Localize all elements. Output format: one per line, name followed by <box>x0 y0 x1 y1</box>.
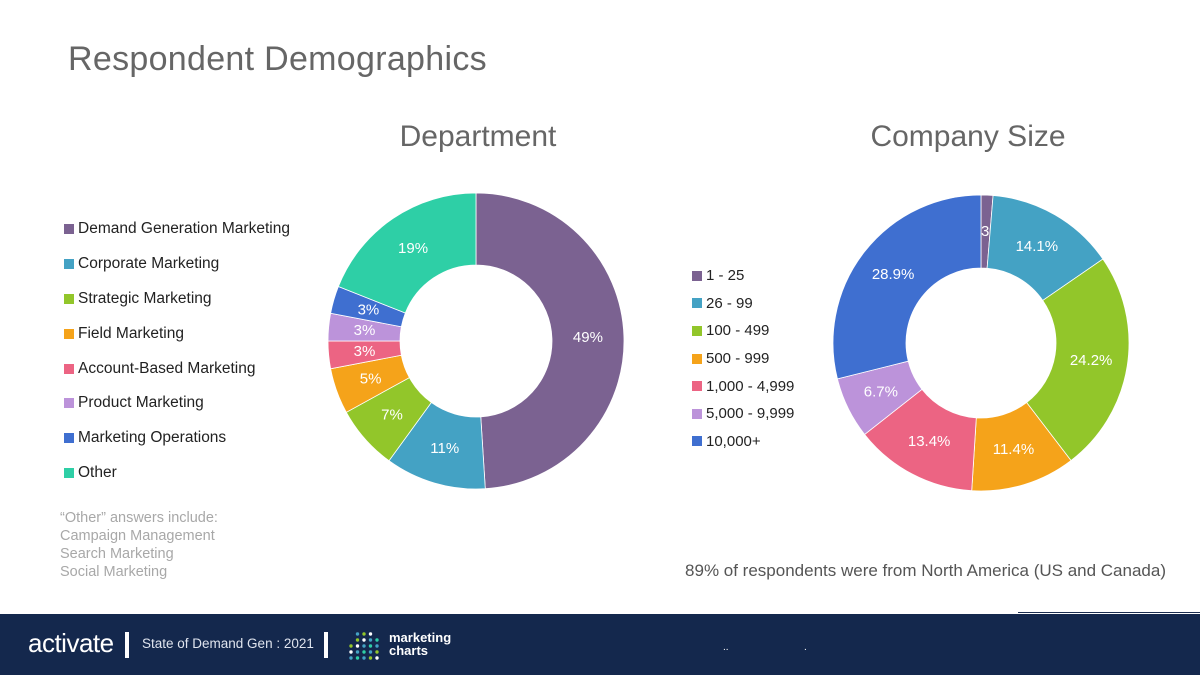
legend-item: 1,000 - 4,999 <box>692 372 794 400</box>
slice-label: 49% <box>573 329 603 346</box>
legend-label: 100 - 499 <box>706 322 770 340</box>
legend-item: Demand Generation Marketing <box>64 212 290 247</box>
marketing-charts-line2: charts <box>389 643 429 658</box>
footer-divider <box>324 632 328 658</box>
report-name: State of Demand Gen : 2021 <box>142 636 314 651</box>
legend-swatch <box>64 224 74 235</box>
legend-label: Demand Generation Marketing <box>78 220 290 238</box>
legend-label: 5,000 - 9,999 <box>706 405 795 423</box>
legend-swatch <box>692 381 702 392</box>
legend-label: 500 - 999 <box>706 350 770 368</box>
footer-dot: . <box>804 642 807 653</box>
legend-swatch <box>64 363 74 374</box>
other-answer-item: Campaign Management <box>60 528 215 544</box>
legend-label: Field Marketing <box>78 324 184 342</box>
legend-label: Strategic Marketing <box>78 289 212 307</box>
legend-label: 1,000 - 4,999 <box>706 377 795 395</box>
legend-item: 100 - 499 <box>692 317 794 345</box>
slice-label: 11.4% <box>993 441 1034 458</box>
legend-item: Corporate Marketing <box>64 247 290 282</box>
legend-item: 1 - 25 <box>692 262 794 290</box>
legend-swatch <box>692 408 702 419</box>
page-title: Respondent Demographics <box>68 40 487 78</box>
department-legend: Demand Generation Marketing Corporate Mar… <box>64 212 290 490</box>
legend-item: 26 - 99 <box>692 290 794 318</box>
legend-item: 10,000+ <box>692 428 794 456</box>
legend-item: Product Marketing <box>64 386 290 421</box>
legend-swatch <box>692 270 702 281</box>
slice-label: 6.7% <box>864 384 898 401</box>
marketing-charts-dots-icon <box>349 632 379 660</box>
footer-divider <box>125 632 129 658</box>
legend-label: Other <box>78 463 117 481</box>
slice-label: 19% <box>398 240 428 257</box>
donut-slice <box>337 192 477 314</box>
legend-item: Account-Based Marketing <box>64 351 290 386</box>
donut-slice <box>1026 258 1130 462</box>
company-size-chart-title: Company Size <box>870 120 1066 153</box>
other-answer-item: Social Marketing <box>60 564 168 580</box>
other-answers-heading: “Other” answers include: <box>60 510 218 526</box>
legend-label: Account-Based Marketing <box>78 359 256 377</box>
slice-label: 11% <box>430 440 459 457</box>
legend-swatch <box>64 433 74 444</box>
slice-label: 24.2% <box>1070 352 1113 369</box>
other-answers-note: “Other” answers include: Campaign Manage… <box>60 509 218 581</box>
donut-slice <box>832 194 982 380</box>
legend-swatch <box>64 259 74 270</box>
legend-swatch <box>692 298 702 309</box>
legend-item: Other <box>64 456 290 491</box>
legend-item: Marketing Operations <box>64 421 290 456</box>
slice-label: 3% <box>358 301 380 318</box>
footer-bar: activate State of Demand Gen : 2021 mark… <box>0 614 1200 675</box>
department-chart-title: Department <box>399 120 557 153</box>
legend-item: 5,000 - 9,999 <box>692 400 794 428</box>
region-footnote: 89% of respondents were from North Ameri… <box>685 561 1166 580</box>
slice-label: 5% <box>360 370 382 387</box>
donut-slice <box>475 192 625 490</box>
slice-label: 3% <box>354 322 376 339</box>
slice-label: 7% <box>381 407 403 424</box>
legend-label: 1 - 25 <box>706 267 745 285</box>
slice-label: 14.1% <box>1016 238 1059 255</box>
legend-label: 26 - 99 <box>706 294 753 312</box>
slice-label: 3% <box>354 343 376 360</box>
legend-swatch <box>64 398 74 409</box>
company-size-legend: 1 - 25 26 - 99 100 - 499 500 - 999 1,000 - 4… <box>692 262 794 455</box>
department-donut-chart: 49% 11% 7% 5% 3% 3% 3% 19% <box>327 192 625 490</box>
marketing-charts-line1: marketing <box>389 630 452 645</box>
legend-swatch <box>692 325 702 336</box>
legend-label: Product Marketing <box>78 394 204 412</box>
legend-item: Strategic Marketing <box>64 282 290 317</box>
legend-swatch <box>64 467 74 478</box>
legend-item: Field Marketing <box>64 316 290 351</box>
legend-swatch <box>64 328 74 339</box>
slice-label: 13.4% <box>908 433 951 450</box>
legend-swatch <box>64 293 74 304</box>
slice-label: 28.9% <box>872 266 915 283</box>
legend-label: Marketing Operations <box>78 429 227 447</box>
company-size-donut-chart: 1.3%14.1%24.2%11.4%13.4%6.7%28.9% <box>832 194 1130 492</box>
footer-dots: .. <box>723 642 729 653</box>
legend-label: 10,000+ <box>706 432 761 450</box>
footer-rule <box>1018 612 1200 613</box>
legend-label: Corporate Marketing <box>78 255 220 273</box>
activate-logo: activate <box>28 628 114 658</box>
legend-swatch <box>692 436 702 447</box>
marketing-charts-logo: marketing charts <box>389 631 451 657</box>
legend-swatch <box>692 353 702 364</box>
other-answer-item: Search Marketing <box>60 546 174 562</box>
legend-item: 500 - 999 <box>692 345 794 373</box>
